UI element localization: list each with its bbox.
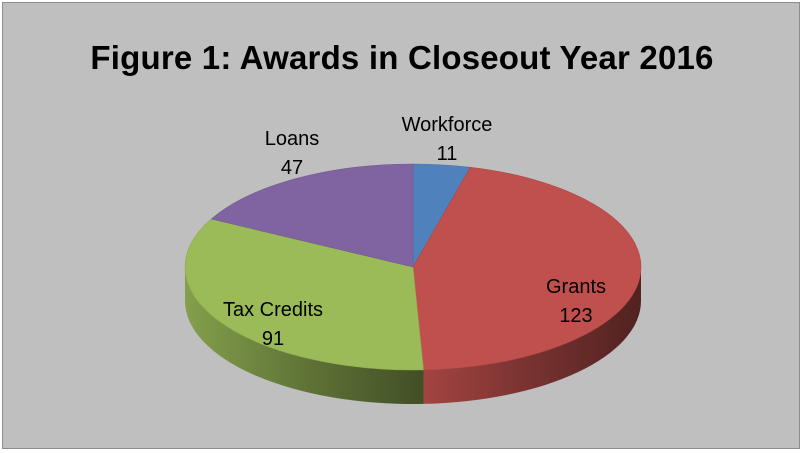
chart-area: Figure 1: Awards in Closeout Year 2016 W… <box>2 2 800 449</box>
data-label-loans-value: 47 <box>281 157 303 179</box>
chart-title: Figure 1: Awards in Closeout Year 2016 <box>90 39 714 76</box>
pie-chart: Workforce 11 Grants 123 Tax Credits 91 Loans 47 <box>184 114 642 404</box>
data-label-workforce-value: 11 <box>437 143 458 165</box>
data-label-tax-credits-category: Tax Credits <box>223 299 323 321</box>
pie-slice-tax-credits <box>184 218 424 371</box>
data-label-grants-category: Grants <box>546 276 606 298</box>
data-label-tax-credits-value: 91 <box>262 328 284 350</box>
data-label-loans-category: Loans <box>265 128 320 150</box>
pie-slice-grants <box>412 166 642 371</box>
data-label-grants-value: 123 <box>559 305 592 327</box>
data-label-workforce-category: Workforce <box>402 114 493 136</box>
pie-side-grants <box>423 267 641 404</box>
pie-slice-loans <box>210 163 414 268</box>
pie-side-tax-credits <box>185 267 424 404</box>
